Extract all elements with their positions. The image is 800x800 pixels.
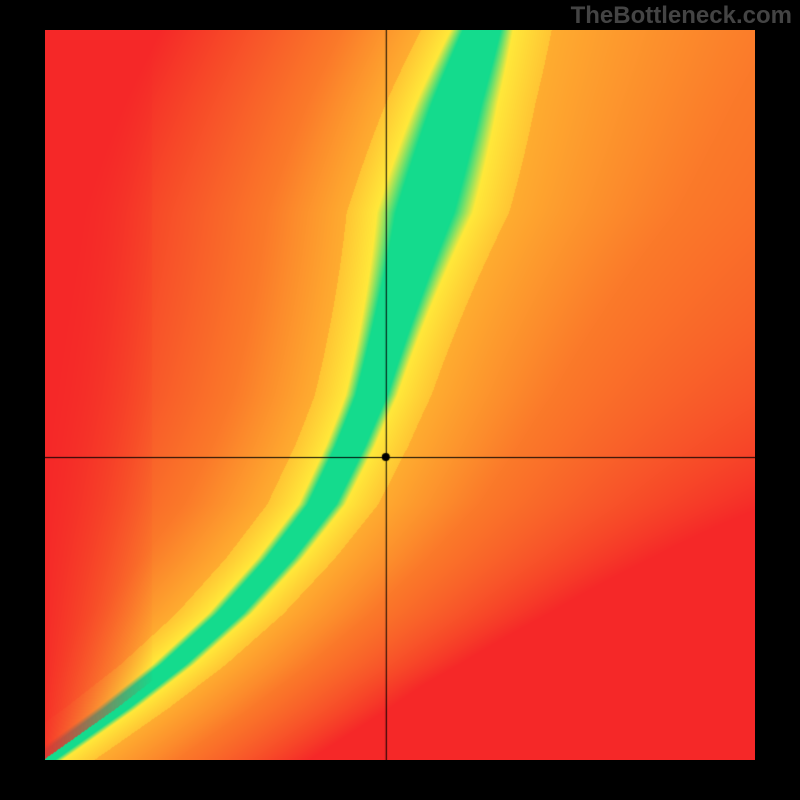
heatmap-canvas [45,30,755,760]
chart-container: TheBottleneck.com [0,0,800,800]
watermark-text: TheBottleneck.com [571,2,792,30]
